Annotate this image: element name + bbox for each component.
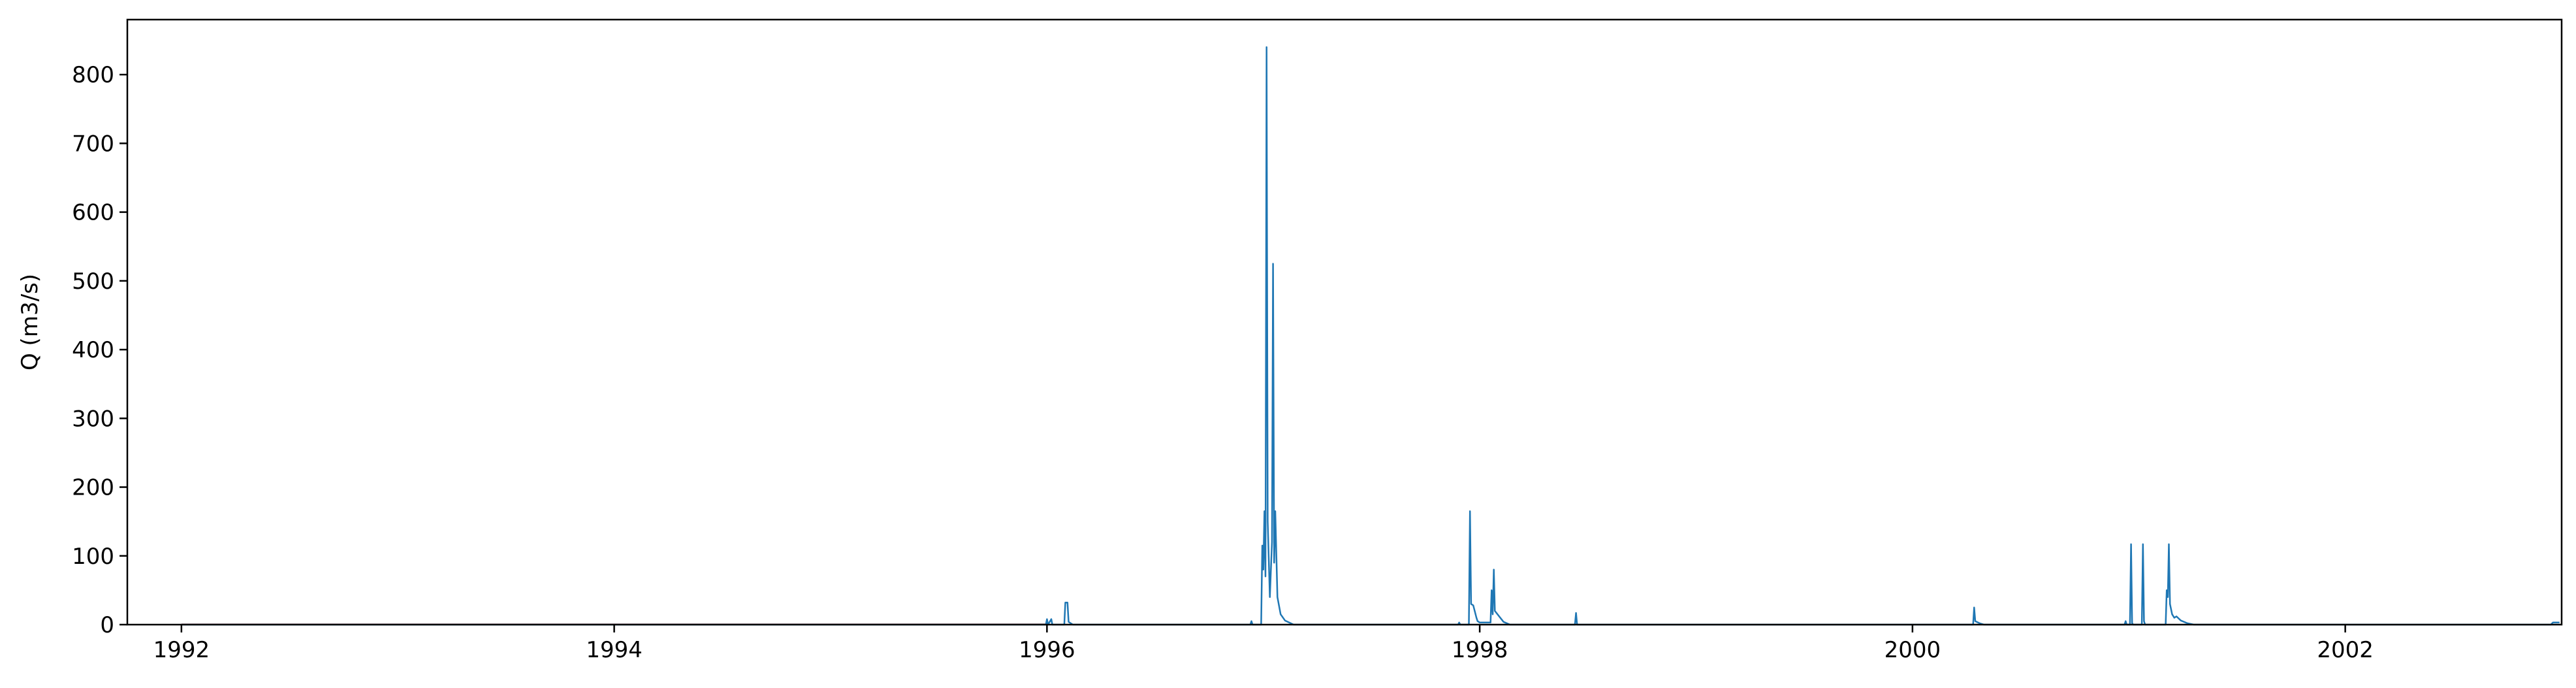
- y-tick-label: 0: [100, 612, 114, 638]
- x-tick-label: 1996: [1019, 637, 1075, 663]
- x-tick-label: 2002: [2317, 637, 2374, 663]
- y-tick-label: 800: [72, 62, 114, 88]
- plot-frame: [126, 18, 2563, 626]
- y-tick-label: 500: [72, 269, 114, 295]
- x-tick-label: 1992: [153, 637, 210, 663]
- x-tick-label: 1994: [586, 637, 643, 663]
- x-tick-label: 1998: [1452, 637, 1508, 663]
- y-tick-label: 100: [72, 544, 114, 570]
- y-axis-label: Q (m3/s): [17, 274, 43, 370]
- y-tick-label: 600: [72, 200, 114, 226]
- x-tick-label: 2000: [1884, 637, 1941, 663]
- y-tick-label: 300: [72, 406, 114, 432]
- y-tick-label: 200: [72, 475, 114, 501]
- y-tick-label: 400: [72, 337, 114, 363]
- y-tick-label: 700: [72, 131, 114, 157]
